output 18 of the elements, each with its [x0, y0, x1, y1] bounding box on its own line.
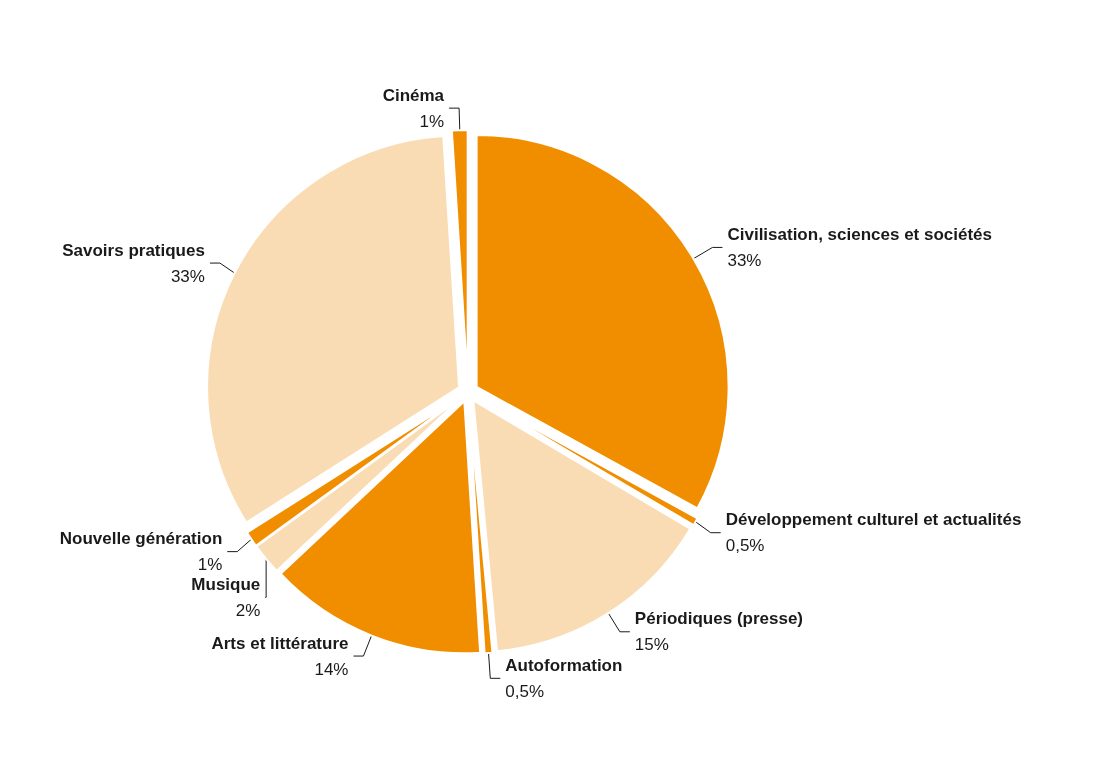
data-label: 0,5% [505, 681, 545, 701]
data-label: 33% [727, 250, 762, 270]
slice-label: Nouvelle génération [59, 529, 223, 549]
data-label: 15% [634, 635, 669, 655]
slice-label: Développement culturel et actualités [725, 510, 1022, 530]
slice-label: Savoirs pratiques [62, 240, 205, 260]
data-label: 14% [314, 659, 349, 679]
data-label: 2% [235, 600, 261, 620]
data-label: 1% [419, 111, 445, 131]
slice-label: Autoformation [505, 655, 623, 675]
slice-label: Cinéma [382, 85, 445, 105]
data-label: 0,5% [725, 536, 765, 556]
slice-label: Civilisation, sciences et sociétés [727, 224, 993, 244]
data-label: 1% [197, 555, 223, 575]
slice-label: Périodiques (presse) [634, 609, 804, 629]
data-label: 33% [170, 266, 205, 286]
slice-label: Arts et littérature [211, 633, 349, 653]
slice-label: Musique [191, 574, 261, 594]
